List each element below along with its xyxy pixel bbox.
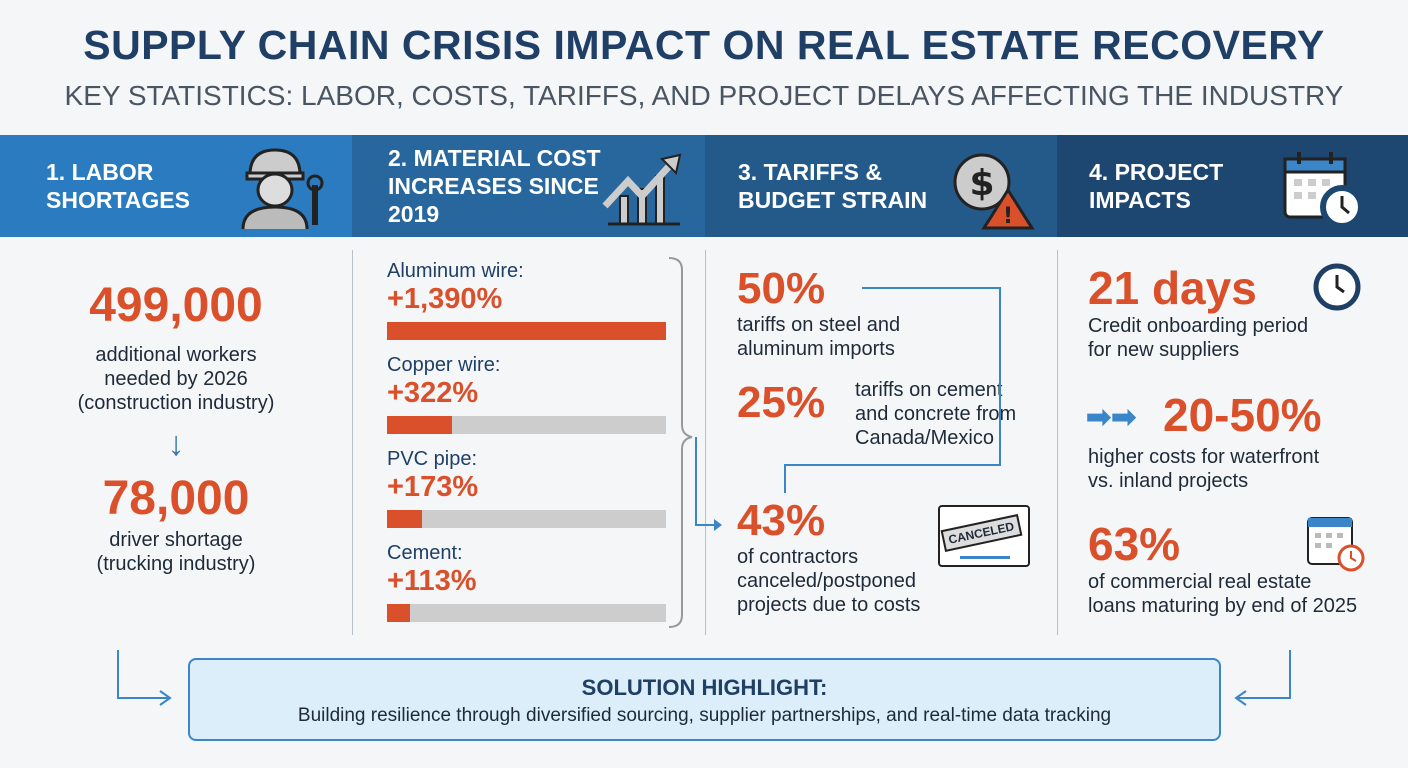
section-heading: 4. PROJECT IMPACTS bbox=[1089, 159, 1224, 213]
brace-connector bbox=[668, 257, 722, 628]
material-item: Cement: +113% bbox=[387, 542, 669, 636]
canceled-stamp: CANCELED bbox=[940, 514, 1023, 552]
stat-description: Credit onboarding period bbox=[1088, 315, 1309, 337]
labor-column: 499,000 additional workers needed by 202… bbox=[0, 278, 352, 576]
stat-description: driver shortage bbox=[109, 529, 243, 551]
onboarding-days-stat: 21 days bbox=[1088, 262, 1257, 314]
material-bar-track bbox=[387, 604, 666, 622]
canceled-projects-stat: 43% bbox=[737, 496, 826, 545]
material-increase-value: +173% bbox=[387, 471, 479, 503]
stat-description: projects due to costs bbox=[737, 594, 921, 616]
double-arrow-icon: ➡➡ bbox=[1086, 401, 1137, 434]
stat-description: (construction industry) bbox=[77, 392, 275, 414]
stat-description: Canada/Mexico bbox=[855, 427, 994, 449]
stat-description: needed by 2026 bbox=[104, 368, 248, 390]
workers-needed-stat: 499,000 bbox=[89, 279, 263, 332]
material-item: Aluminum wire: +1,390% bbox=[387, 260, 669, 354]
solution-body: Building resilience through diversified … bbox=[297, 705, 1112, 726]
stat-description: of commercial real estate bbox=[1088, 571, 1312, 593]
material-cost-list: Aluminum wire: +1,390% Copper wire: +322… bbox=[387, 260, 669, 636]
page-subtitle: KEY STATISTICS: LABOR, COSTS, TARIFFS, A… bbox=[64, 80, 1344, 111]
material-increase-value: +113% bbox=[387, 565, 477, 597]
down-arrow-icon: ↓ bbox=[167, 425, 185, 463]
section-header-materials: 2. MATERIAL COST INCREASES SINCE 2019 bbox=[352, 135, 705, 237]
right-arrow-connector bbox=[1234, 650, 1291, 706]
material-label: Copper wire: bbox=[387, 354, 501, 376]
column-divider bbox=[705, 250, 706, 635]
stat-description: vs. inland projects bbox=[1088, 470, 1249, 492]
waterfront-cost-stat: 20-50% bbox=[1163, 389, 1322, 441]
section-header-tariffs: 3. TARIFFS & BUDGET STRAIN $! bbox=[705, 135, 1057, 237]
svg-text:!: ! bbox=[1003, 204, 1013, 229]
canceled-document-icon: CANCELED bbox=[938, 505, 1030, 567]
material-label: PVC pipe: bbox=[387, 448, 478, 470]
stat-description: and concrete from bbox=[855, 403, 1017, 425]
stat-description: higher costs for waterfront bbox=[1088, 446, 1320, 468]
loans-maturing-stat: 63% bbox=[1088, 518, 1181, 570]
material-bar-fill bbox=[387, 604, 410, 622]
material-bar-track bbox=[387, 322, 666, 340]
material-label: Aluminum wire: bbox=[387, 260, 524, 282]
impacts-column: 21 days Credit onboarding period for new… bbox=[1088, 262, 1308, 362]
material-bar-fill bbox=[387, 416, 452, 434]
calendar-clock-icon bbox=[1283, 152, 1364, 229]
waterfront-desc: higher costs for waterfront vs. inland p… bbox=[1088, 445, 1319, 493]
dollar-warning-icon: $! bbox=[953, 153, 1035, 230]
tariffs-column: 50% tariffs on steel and aluminum import… bbox=[737, 265, 900, 361]
page-title: SUPPLY CHAIN CRISIS IMPACT ON REAL ESTAT… bbox=[83, 22, 1325, 68]
stat-description: aluminum imports bbox=[737, 338, 895, 360]
stat-description: additional workers bbox=[95, 344, 257, 366]
stat-description: canceled/postponed bbox=[737, 570, 917, 592]
material-bar-fill bbox=[387, 322, 666, 340]
svg-text:$: $ bbox=[969, 163, 994, 204]
material-increase-value: +322% bbox=[387, 377, 479, 409]
rising-chart-icon bbox=[602, 153, 682, 226]
flow-connector bbox=[784, 287, 1001, 493]
stat-description: tariffs on cement bbox=[855, 379, 1003, 401]
loans-maturing: 63% of commercial real estate loans matu… bbox=[1088, 518, 1357, 618]
stat-description: for new suppliers bbox=[1088, 339, 1240, 361]
cement-tariff-stat: 25% bbox=[737, 378, 826, 427]
steel-tariff-stat: 50% bbox=[737, 264, 826, 313]
material-bar-fill bbox=[387, 510, 422, 528]
stat-description: (trucking industry) bbox=[96, 553, 256, 575]
column-divider bbox=[1057, 250, 1058, 635]
calendar-clock-icon bbox=[1307, 517, 1365, 572]
solution-heading: SOLUTION HIGHLIGHT: bbox=[581, 675, 828, 700]
material-bar-track bbox=[387, 510, 666, 528]
solution-highlight-box: SOLUTION HIGHLIGHT: Building resilience … bbox=[188, 658, 1221, 741]
stat-description: loans maturing by end of 2025 bbox=[1088, 595, 1358, 617]
section-heading: 3. TARIFFS & BUDGET STRAIN bbox=[738, 159, 928, 213]
canceled-projects: 43% of contractors canceled/postponed pr… bbox=[737, 497, 920, 617]
clock-icon bbox=[1313, 263, 1361, 311]
stat-description: tariffs on steel and bbox=[737, 314, 901, 336]
section-header-labor: 1. LABOR SHORTAGES bbox=[0, 135, 352, 237]
material-bar-track bbox=[387, 416, 666, 434]
stat-description: of contractors bbox=[737, 546, 859, 568]
material-increase-value: +1,390% bbox=[387, 283, 503, 315]
column-divider bbox=[352, 250, 353, 635]
construction-worker-icon bbox=[241, 148, 324, 230]
left-arrow-connector bbox=[117, 650, 172, 706]
section-heading: 2. MATERIAL COST INCREASES SINCE 2019 bbox=[388, 145, 601, 227]
cement-tariff-desc: tariffs on cement and concrete from Cana… bbox=[855, 378, 1016, 450]
section-heading: 1. LABOR SHORTAGES bbox=[46, 159, 190, 213]
material-item: Copper wire: +322% bbox=[387, 354, 669, 448]
driver-shortage-stat: 78,000 bbox=[102, 472, 250, 525]
section-header-impacts: 4. PROJECT IMPACTS bbox=[1057, 135, 1408, 237]
material-item: PVC pipe: +173% bbox=[387, 448, 669, 542]
material-label: Cement: bbox=[387, 542, 463, 564]
